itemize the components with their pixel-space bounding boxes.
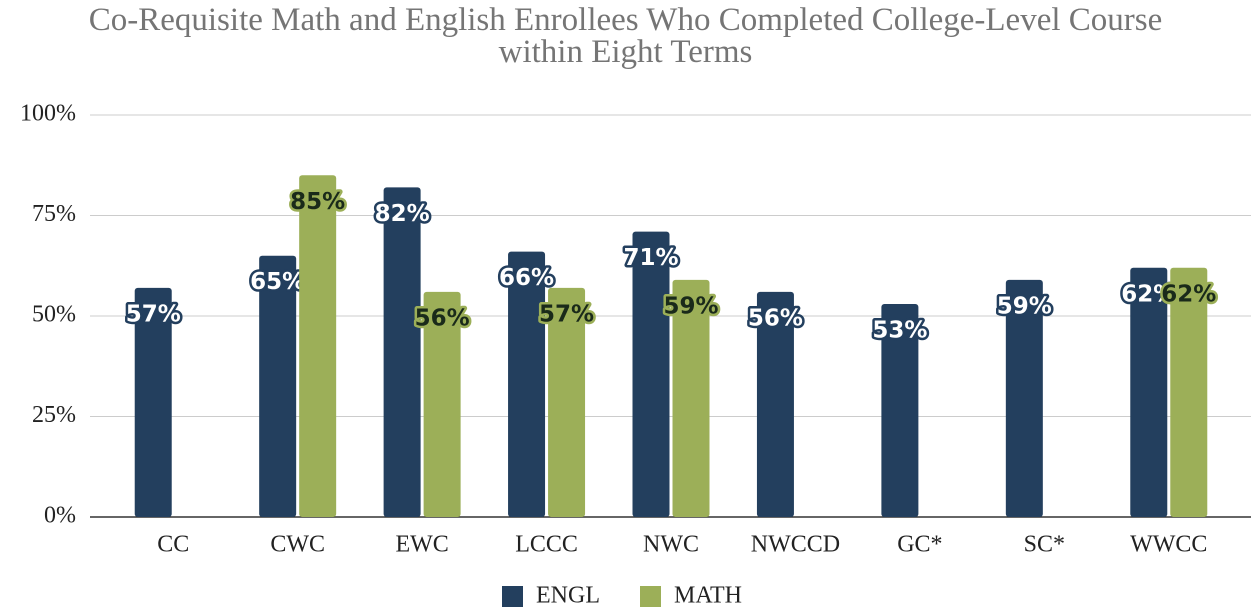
bar [1170, 267, 1208, 517]
data-label: 56% [748, 305, 803, 331]
bar [508, 251, 546, 517]
data-label: 62% [1121, 281, 1176, 307]
y-tick-label: 25% [32, 402, 76, 428]
bar [1130, 267, 1168, 517]
legend-label: MATH [674, 583, 742, 609]
chart-title: Co-Requisite Math and English Enrollees … [88, 2, 1163, 70]
bar [383, 187, 421, 518]
data-label: 65% [250, 269, 305, 295]
data-label: 66% [499, 265, 554, 291]
bar [548, 287, 586, 517]
data-label: 59% [997, 293, 1052, 319]
x-tick-label: NWC [643, 532, 699, 558]
y-tick-label: 75% [32, 201, 76, 227]
data-label: 85% [290, 189, 345, 215]
bar [134, 287, 172, 517]
data-label: 82% [375, 201, 430, 227]
x-tick-label: NWCCD [751, 532, 840, 558]
bar [632, 231, 670, 517]
bar [1005, 279, 1043, 517]
x-tick-label: GC* [897, 532, 942, 558]
data-label: 57% [126, 301, 181, 327]
x-tick-label: LCCC [515, 532, 578, 558]
data-label: 71% [623, 245, 678, 271]
data-label: 62% [1161, 281, 1216, 307]
x-tick-label: EWC [395, 532, 448, 558]
bar [423, 291, 461, 517]
y-tick-label: 50% [32, 302, 76, 328]
legend-label: ENGL [536, 583, 600, 609]
data-label: 56% [415, 305, 470, 331]
bar [881, 303, 919, 517]
legend-swatch [640, 586, 661, 607]
bar [756, 291, 794, 517]
x-tick-label: CC [157, 532, 189, 558]
data-label: 53% [872, 317, 927, 343]
x-tick-label: WWCC [1130, 532, 1207, 558]
data-label: 59% [663, 293, 718, 319]
y-tick-label: 0% [44, 503, 76, 529]
bar [299, 175, 337, 518]
y-tick-label: 100% [20, 101, 76, 127]
data-label: 57% [539, 301, 594, 327]
bar [672, 279, 710, 517]
bar [259, 255, 297, 517]
legend-swatch [502, 586, 523, 607]
x-tick-label: CWC [270, 532, 325, 558]
x-tick-label: SC* [1024, 532, 1065, 558]
